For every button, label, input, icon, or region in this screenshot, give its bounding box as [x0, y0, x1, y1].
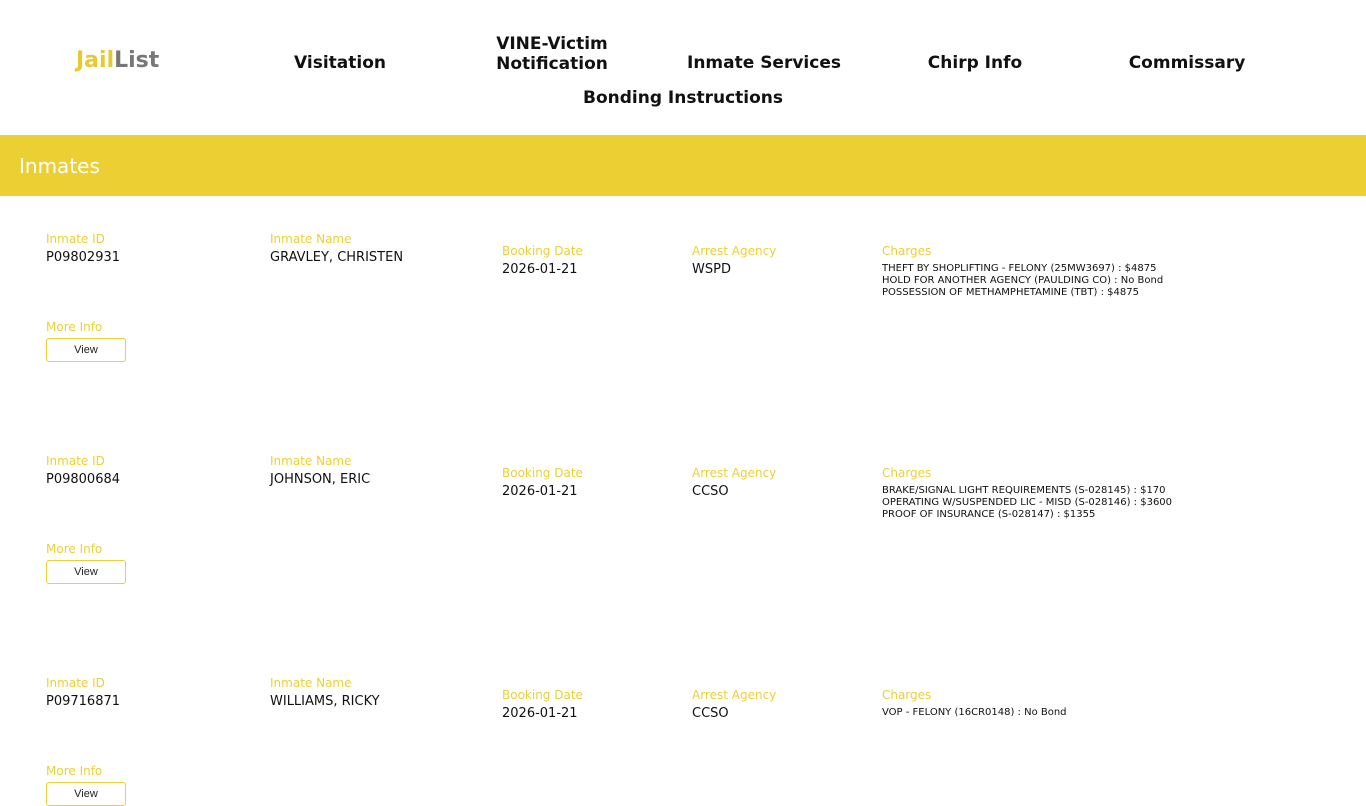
inmate-name: WILLIAMS, RICKY — [270, 694, 380, 709]
inmate-name: JOHNSON, ERIC — [270, 472, 371, 487]
label: Charges — [882, 244, 932, 258]
label: Arrest Agency — [692, 466, 777, 480]
charge: OPERATING W/SUSPENDED LIC - MISD (S-0281… — [882, 497, 1173, 508]
view-button[interactable]: View — [46, 338, 126, 362]
charge: THEFT BY SHOPLIFTING - FELONY (25MW3697)… — [882, 263, 1157, 274]
label: Inmate ID — [46, 232, 105, 246]
label: Inmate Name — [270, 232, 352, 246]
label: Inmate ID — [46, 454, 105, 468]
label: Charges — [882, 466, 932, 480]
inmate-id: P09716871 — [46, 694, 121, 709]
label: More Info — [46, 764, 103, 778]
label: Arrest Agency — [692, 244, 777, 258]
logo-text: List — [114, 48, 160, 73]
inmate-name: GRAVLEY, CHRISTEN — [270, 250, 404, 265]
nav-link[interactable]: Visitation — [294, 53, 386, 73]
arrest-agency: WSPD — [692, 262, 731, 277]
charge: POSSESSION OF METHAMPHETAMINE (TBT) : $4… — [882, 287, 1139, 298]
label: More Info — [46, 320, 103, 334]
view-button[interactable]: View — [46, 560, 126, 584]
logo-text: Jail — [76, 48, 115, 73]
label: Arrest Agency — [692, 688, 777, 702]
label: Inmate Name — [270, 676, 352, 690]
nav-link[interactable]: VINE-Victim Notification — [496, 34, 608, 74]
arrest-agency: CCSO — [692, 484, 729, 499]
section-header: Inmates — [0, 135, 1366, 196]
label: Inmate ID — [46, 676, 105, 690]
label: Booking Date — [502, 466, 583, 480]
charge: HOLD FOR ANOTHER AGENCY (PAULDING CO) : … — [882, 275, 1164, 286]
label: Booking Date — [502, 688, 583, 702]
label: Inmate Name — [270, 454, 352, 468]
label: Charges — [882, 688, 932, 702]
booking-date: 2026-01-21 — [502, 706, 578, 721]
arrest-agency: CCSO — [692, 706, 729, 721]
nav-link[interactable]: Inmate Services — [687, 53, 841, 73]
label: Booking Date — [502, 244, 583, 258]
booking-date: 2026-01-21 — [502, 484, 578, 499]
charge: BRAKE/SIGNAL LIGHT REQUIREMENTS (S-02814… — [882, 485, 1166, 496]
page: {"header":{"logo_a":"Jail","logo_b":"Lis… — [0, 34, 1366, 806]
nav-link[interactable]: Commissary — [1128, 53, 1246, 73]
nav-link[interactable]: Bonding Instructions — [582, 88, 783, 108]
nav-link[interactable]: Chirp Info — [927, 53, 1023, 73]
charge: PROOF OF INSURANCE (S-028147) : $1355 — [882, 509, 1096, 520]
view-button[interactable]: View — [46, 782, 126, 806]
booking-date: 2026-01-21 — [502, 262, 578, 277]
section-title: Inmates — [19, 154, 100, 178]
label: More Info — [46, 542, 103, 556]
inmate-id: P09802931 — [46, 250, 121, 265]
charge: VOP - FELONY (16CR0148) : No Bond — [882, 707, 1067, 718]
logo[interactable]: JailList — [76, 48, 159, 73]
inmate-id: P09800684 — [46, 472, 121, 487]
